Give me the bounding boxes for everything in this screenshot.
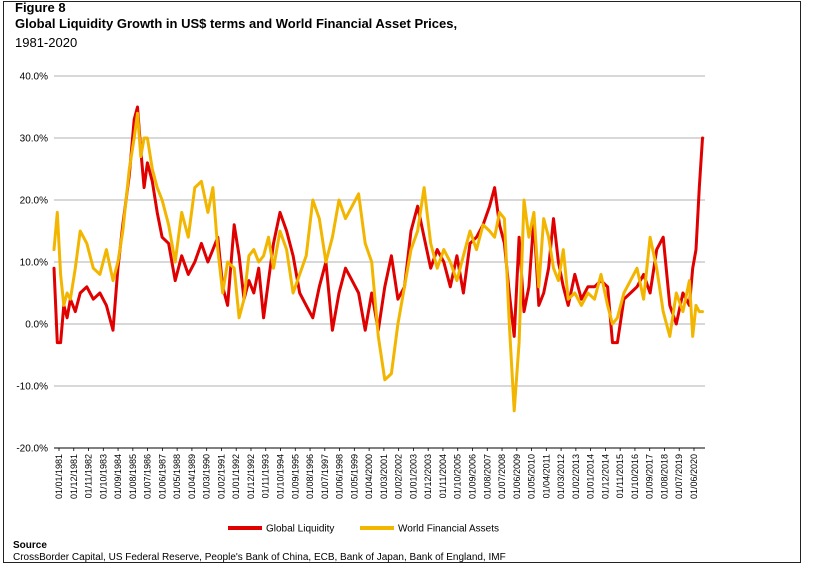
x-tick-label: 01/12/1981 — [69, 454, 79, 499]
x-tick-label: 01/10/2016 — [630, 454, 640, 499]
x-tick-label: 01/06/1987 — [157, 454, 167, 499]
x-tick-label: 01/06/1998 — [335, 454, 345, 499]
x-tick-label: 01/11/1993 — [261, 454, 271, 498]
x-tick-label: 01/02/1991 — [216, 454, 226, 499]
x-tick-label: 01/09/2006 — [467, 454, 477, 499]
y-tick-label: 30.0% — [20, 134, 48, 145]
x-tick-label: 01/07/1986 — [143, 454, 153, 499]
series-line-world-financial-assets — [52, 111, 704, 413]
x-tick-label: 01/07/2019 — [674, 454, 684, 499]
x-tick-label: 01/07/1997 — [320, 454, 330, 499]
y-tick-label: 20.0% — [20, 196, 48, 207]
x-tick-label: 01/11/2004 — [438, 454, 448, 498]
x-tick-label: 01/03/2012 — [556, 454, 566, 499]
x-tick-label: 01/01/2003 — [408, 454, 418, 499]
figure-label: Figure 8 — [15, 0, 66, 15]
legend-label-world-financial-assets: World Financial Assets — [398, 524, 499, 535]
x-tick-label: 01/06/2020 — [689, 454, 699, 499]
x-tick-label: 01/03/2001 — [379, 454, 389, 499]
legend: Global Liquidity World Financial Assets — [228, 524, 499, 535]
x-tick-label: 01/01/2014 — [586, 454, 596, 499]
source-text: CrossBorder Capital, US Federal Reserve,… — [13, 552, 506, 563]
x-tick-label: 01/02/2013 — [571, 454, 581, 499]
x-tick-label: 01/04/1989 — [187, 454, 197, 499]
y-tick-label: 40.0% — [20, 72, 48, 83]
series-line-global-liquidity — [52, 105, 704, 345]
x-tick-label: 01/12/1992 — [246, 454, 256, 499]
source-label: Source — [13, 540, 47, 551]
x-tick-label: 01/06/2009 — [512, 454, 522, 499]
x-tick-label: 01/05/1999 — [349, 454, 359, 499]
x-tick-label: 01/09/2017 — [645, 454, 655, 499]
x-tick-label: 01/08/2018 — [659, 454, 669, 499]
x-tick-label: 01/01/1992 — [231, 454, 241, 499]
y-tick-label: -10.0% — [16, 382, 48, 393]
x-tick-label: 01/09/1984 — [113, 454, 123, 499]
x-tick-label: 01/04/2011 — [541, 454, 551, 498]
x-tick-label: 01/12/2003 — [423, 454, 433, 499]
y-axis-ticks: 40.0% 30.0% 20.0% 10.0% 0.0% -10.0% -20.0% — [16, 72, 48, 455]
x-tick-label: 01/10/1983 — [98, 454, 108, 499]
x-tick-label: 01/12/2014 — [600, 454, 610, 499]
x-tick-label: 01/08/2007 — [482, 454, 492, 499]
x-tick-label: 01/11/2015 — [615, 454, 625, 498]
x-tick-label: 01/01/1981 — [54, 454, 64, 499]
y-tick-label: 10.0% — [20, 258, 48, 269]
legend-label-global-liquidity: Global Liquidity — [266, 524, 334, 535]
x-tick-label: 01/08/1985 — [128, 454, 138, 499]
x-axis-ticks: 01/01/1981 01/12/1981 01/11/1982 01/10/1983… — [54, 448, 699, 499]
x-tick-label: 01/05/2010 — [527, 454, 537, 499]
series-lines — [52, 105, 704, 413]
gridlines — [54, 75, 705, 449]
chart-title: Global Liquidity Growth in US$ terms and… — [15, 16, 458, 31]
x-tick-label: 01/04/2000 — [364, 454, 374, 499]
figure-frame — [3, 1, 801, 563]
x-tick-label: 01/03/1990 — [202, 454, 212, 499]
x-tick-label: 01/09/1995 — [290, 454, 300, 499]
x-tick-label: 01/08/1996 — [305, 454, 315, 499]
x-tick-label: 01/05/1988 — [172, 454, 182, 499]
y-tick-label: 0.0% — [25, 320, 48, 331]
x-tick-label: 01/10/1994 — [276, 454, 286, 499]
chart-subtitle: 1981-2020 — [15, 35, 78, 50]
y-tick-label: -20.0% — [16, 444, 48, 455]
x-tick-label: 01/02/2002 — [394, 454, 404, 499]
x-tick-label: 01/10/2005 — [453, 454, 463, 499]
x-tick-label: 01/07/2008 — [497, 454, 507, 499]
x-tick-label: 01/11/1982 — [84, 454, 94, 498]
